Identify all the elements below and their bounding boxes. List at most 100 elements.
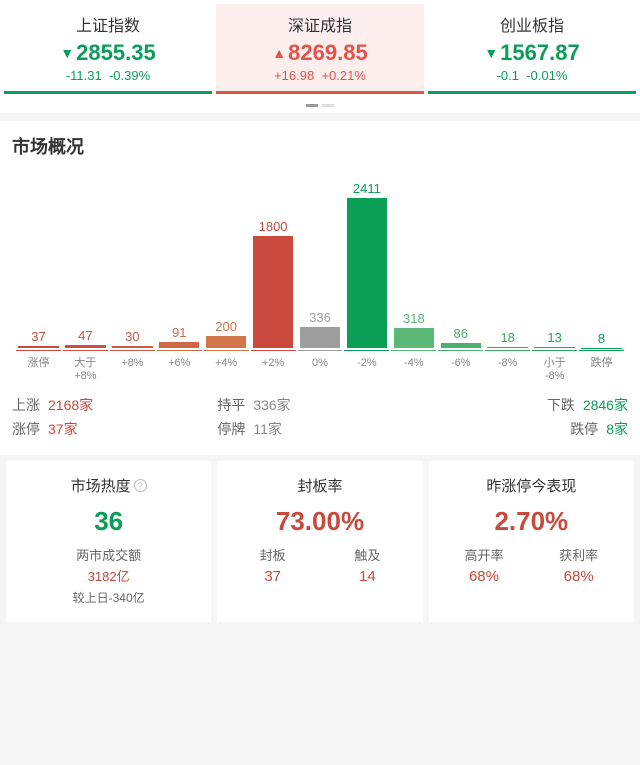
seal-left-value: 37 [225, 568, 320, 585]
distribution-bar-chart: 37 47 30 91 200 1800 336 2411 318 86 18 13 8 [12, 171, 628, 351]
summary-column: 上涨2168家涨停37家 [12, 395, 217, 443]
bar-rect [441, 343, 481, 348]
index-name: 深证成指 [220, 12, 420, 36]
market-overview-section: 市场概况 37473091200180033624113188618138 涨停… [0, 121, 640, 455]
bar-rect [206, 336, 246, 348]
yest-left-label: 高开率 [437, 545, 532, 564]
summary-value: 11家 [253, 419, 282, 439]
yest-right-value: 68% [531, 568, 626, 585]
yest-value: 2.70% [437, 506, 626, 537]
index-value: ▼1567.87 [484, 40, 579, 66]
bar-value-label: 47 [78, 328, 92, 343]
bar-value-label: 37 [31, 329, 45, 344]
bar-column[interactable]: 8 [579, 171, 624, 351]
summary-key: 下跌 [547, 395, 575, 415]
bar-rect [253, 236, 293, 348]
index-value: ▲8269.85 [272, 40, 367, 66]
bar-column[interactable]: 200 [204, 171, 249, 351]
yesterday-limit-card[interactable]: 昨涨停今表现 2.70% 高开率 68% 获利率 68% [429, 461, 634, 622]
bar-underline [110, 350, 155, 351]
bar-column[interactable]: 91 [157, 171, 202, 351]
summary-key: 持平 [217, 395, 245, 415]
index-cards-row: 上证指数▼2855.35-11.31 -0.39% 深证成指 ▲8269.85 +16… [0, 0, 640, 98]
down-arrow-icon: ▼ [484, 45, 498, 61]
card-title: 市场热度 ? [71, 475, 147, 496]
index-change: -11.31 -0.39% [8, 68, 208, 83]
bar-rect [300, 327, 340, 348]
bar-underline [579, 350, 624, 351]
x-axis-label: +6% [157, 357, 202, 383]
bar-underline [16, 350, 61, 351]
bar-rect [159, 342, 199, 348]
bar-column[interactable]: 336 [298, 171, 343, 351]
bar-column[interactable]: 1800 [251, 171, 296, 351]
summary-row: 持平336家 [217, 395, 422, 415]
market-heat-card[interactable]: 市场热度 ? 36 两市成交额 3182亿 较上日-340亿 [6, 461, 211, 622]
x-axis-label: -6% [438, 357, 483, 383]
bottom-cards-row: 市场热度 ? 36 两市成交额 3182亿 较上日-340亿 封板率 73.00… [0, 455, 640, 628]
bar-underline [204, 350, 249, 351]
bar-underline [63, 350, 108, 351]
summary-column: 下跌2846家跌停8家 [423, 395, 628, 443]
bar-column[interactable]: 30 [110, 171, 155, 351]
bar-column[interactable]: 2411 [344, 171, 389, 351]
bar-value-label: 8 [598, 331, 605, 346]
seal-rate-card[interactable]: 封板率 73.00% 封板 37 触及 14 [217, 461, 422, 622]
bar-value-label: 336 [309, 310, 331, 325]
bar-underline [344, 350, 389, 351]
x-axis-label: 跌停 [579, 357, 624, 383]
bar-column[interactable]: 86 [438, 171, 483, 351]
index-change: -0.1 -0.01% [432, 68, 632, 83]
down-arrow-icon: ▼ [60, 45, 74, 61]
card-title: 封板率 [297, 475, 342, 496]
summary-value: 8家 [606, 419, 628, 439]
bar-value-label: 200 [215, 319, 237, 334]
bar-column[interactable]: 18 [485, 171, 530, 351]
index-card[interactable]: 深证成指 ▲8269.85 +16.98 +0.21% [216, 4, 424, 94]
seal-value: 73.00% [225, 506, 414, 537]
x-axis-label: -4% [391, 357, 436, 383]
bar-rect [112, 346, 152, 348]
x-axis-label: -2% [344, 357, 389, 383]
bar-rect [394, 328, 434, 348]
heat-value: 36 [14, 506, 203, 537]
pager-dot[interactable] [306, 104, 318, 107]
bar-underline [485, 350, 530, 351]
x-axis-label: 0% [298, 357, 343, 383]
turnover-value: 3182亿 [14, 566, 203, 585]
x-axis-label: +2% [251, 357, 296, 383]
bar-column[interactable]: 318 [391, 171, 436, 351]
bar-column[interactable]: 13 [532, 171, 577, 351]
summary-row: 涨停37家 [12, 419, 217, 439]
bar-underline [532, 350, 577, 351]
summary-value: 2168家 [48, 395, 93, 415]
bar-rect [534, 347, 574, 348]
bar-rect [347, 198, 387, 348]
bar-underline [391, 350, 436, 351]
pager-dot[interactable] [322, 104, 334, 107]
bar-value-label: 18 [500, 330, 514, 345]
index-card[interactable]: 创业板指▼1567.87-0.1 -0.01% [428, 4, 636, 94]
summary-key: 跌停 [570, 419, 598, 439]
summary-stats: 上涨2168家涨停37家持平336家停牌11家下跌2846家跌停8家 [12, 395, 628, 443]
bar-underline [251, 350, 296, 351]
bar-value-label: 2411 [353, 181, 381, 196]
index-change: +16.98 +0.21% [220, 68, 420, 83]
yest-right-label: 获利率 [531, 545, 626, 564]
bar-value-label: 30 [125, 329, 139, 344]
summary-row: 停牌 11家 [217, 419, 422, 439]
help-icon[interactable]: ? [134, 479, 147, 492]
bar-column[interactable]: 37 [16, 171, 61, 351]
bar-underline [298, 350, 343, 351]
x-axis-label: +4% [204, 357, 249, 383]
x-axis-label: +8% [110, 357, 155, 383]
summary-key: 停牌 [217, 419, 245, 439]
index-card[interactable]: 上证指数▼2855.35-11.31 -0.39% [4, 4, 212, 94]
bar-rect [487, 347, 527, 348]
bar-value-label: 86 [454, 326, 468, 341]
summary-value: 37家 [48, 419, 78, 439]
bar-column[interactable]: 47 [63, 171, 108, 351]
bar-value-label: 13 [547, 330, 561, 345]
bar-underline [438, 350, 483, 351]
summary-row: 跌停 8家 [423, 419, 628, 439]
